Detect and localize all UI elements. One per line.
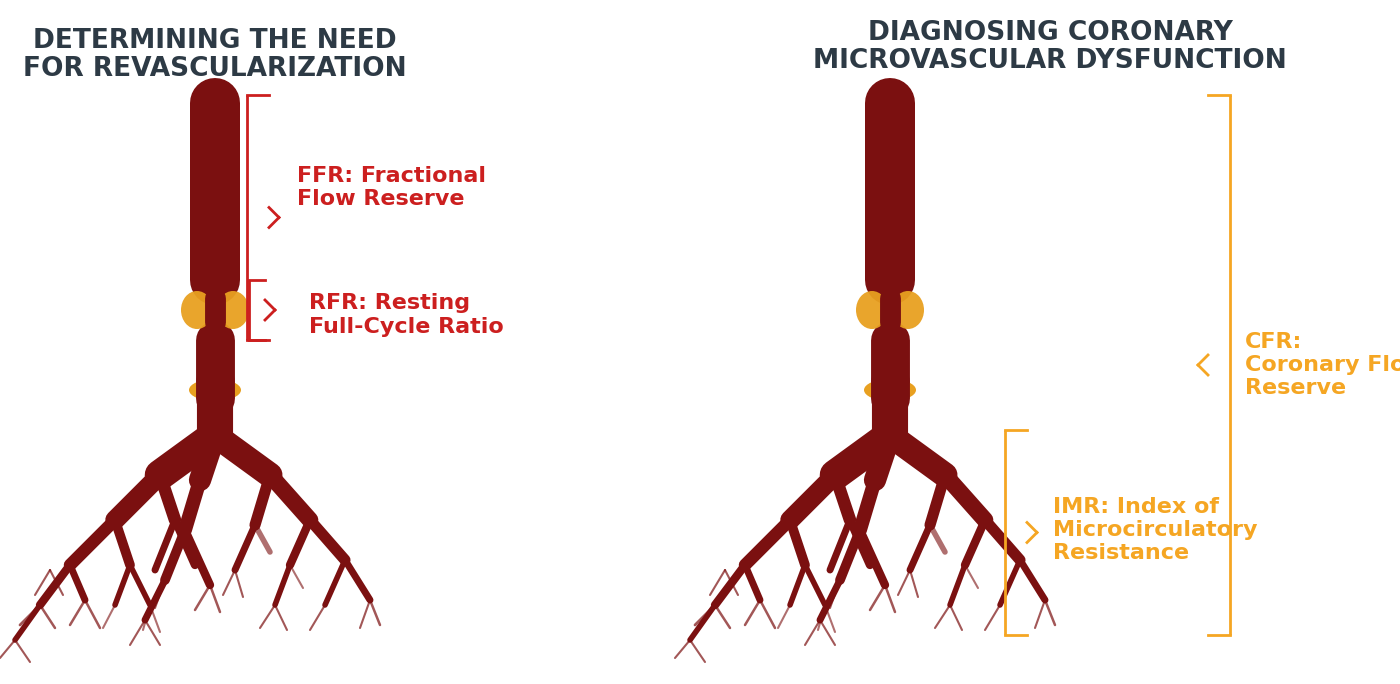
- Text: FOR REVASCULARIZATION: FOR REVASCULARIZATION: [24, 56, 407, 82]
- Text: DIAGNOSING CORONARY: DIAGNOSING CORONARY: [868, 20, 1232, 46]
- Ellipse shape: [189, 379, 241, 401]
- Ellipse shape: [864, 379, 916, 401]
- Ellipse shape: [181, 291, 213, 329]
- Text: RFR: Resting
Full-Cycle Ratio: RFR: Resting Full-Cycle Ratio: [309, 293, 504, 337]
- Text: DETERMINING THE NEED: DETERMINING THE NEED: [34, 28, 396, 54]
- Text: MICROVASCULAR DYSFUNCTION: MICROVASCULAR DYSFUNCTION: [813, 48, 1287, 74]
- Ellipse shape: [892, 291, 924, 329]
- Ellipse shape: [855, 291, 888, 329]
- Ellipse shape: [217, 291, 249, 329]
- Text: CFR:
Coronary Flow
Reserve: CFR: Coronary Flow Reserve: [1245, 332, 1400, 398]
- Text: FFR: Fractional
Flow Reserve: FFR: Fractional Flow Reserve: [297, 166, 486, 209]
- Text: IMR: Index of
Microcirculatory
Resistance: IMR: Index of Microcirculatory Resistanc…: [1053, 497, 1257, 563]
